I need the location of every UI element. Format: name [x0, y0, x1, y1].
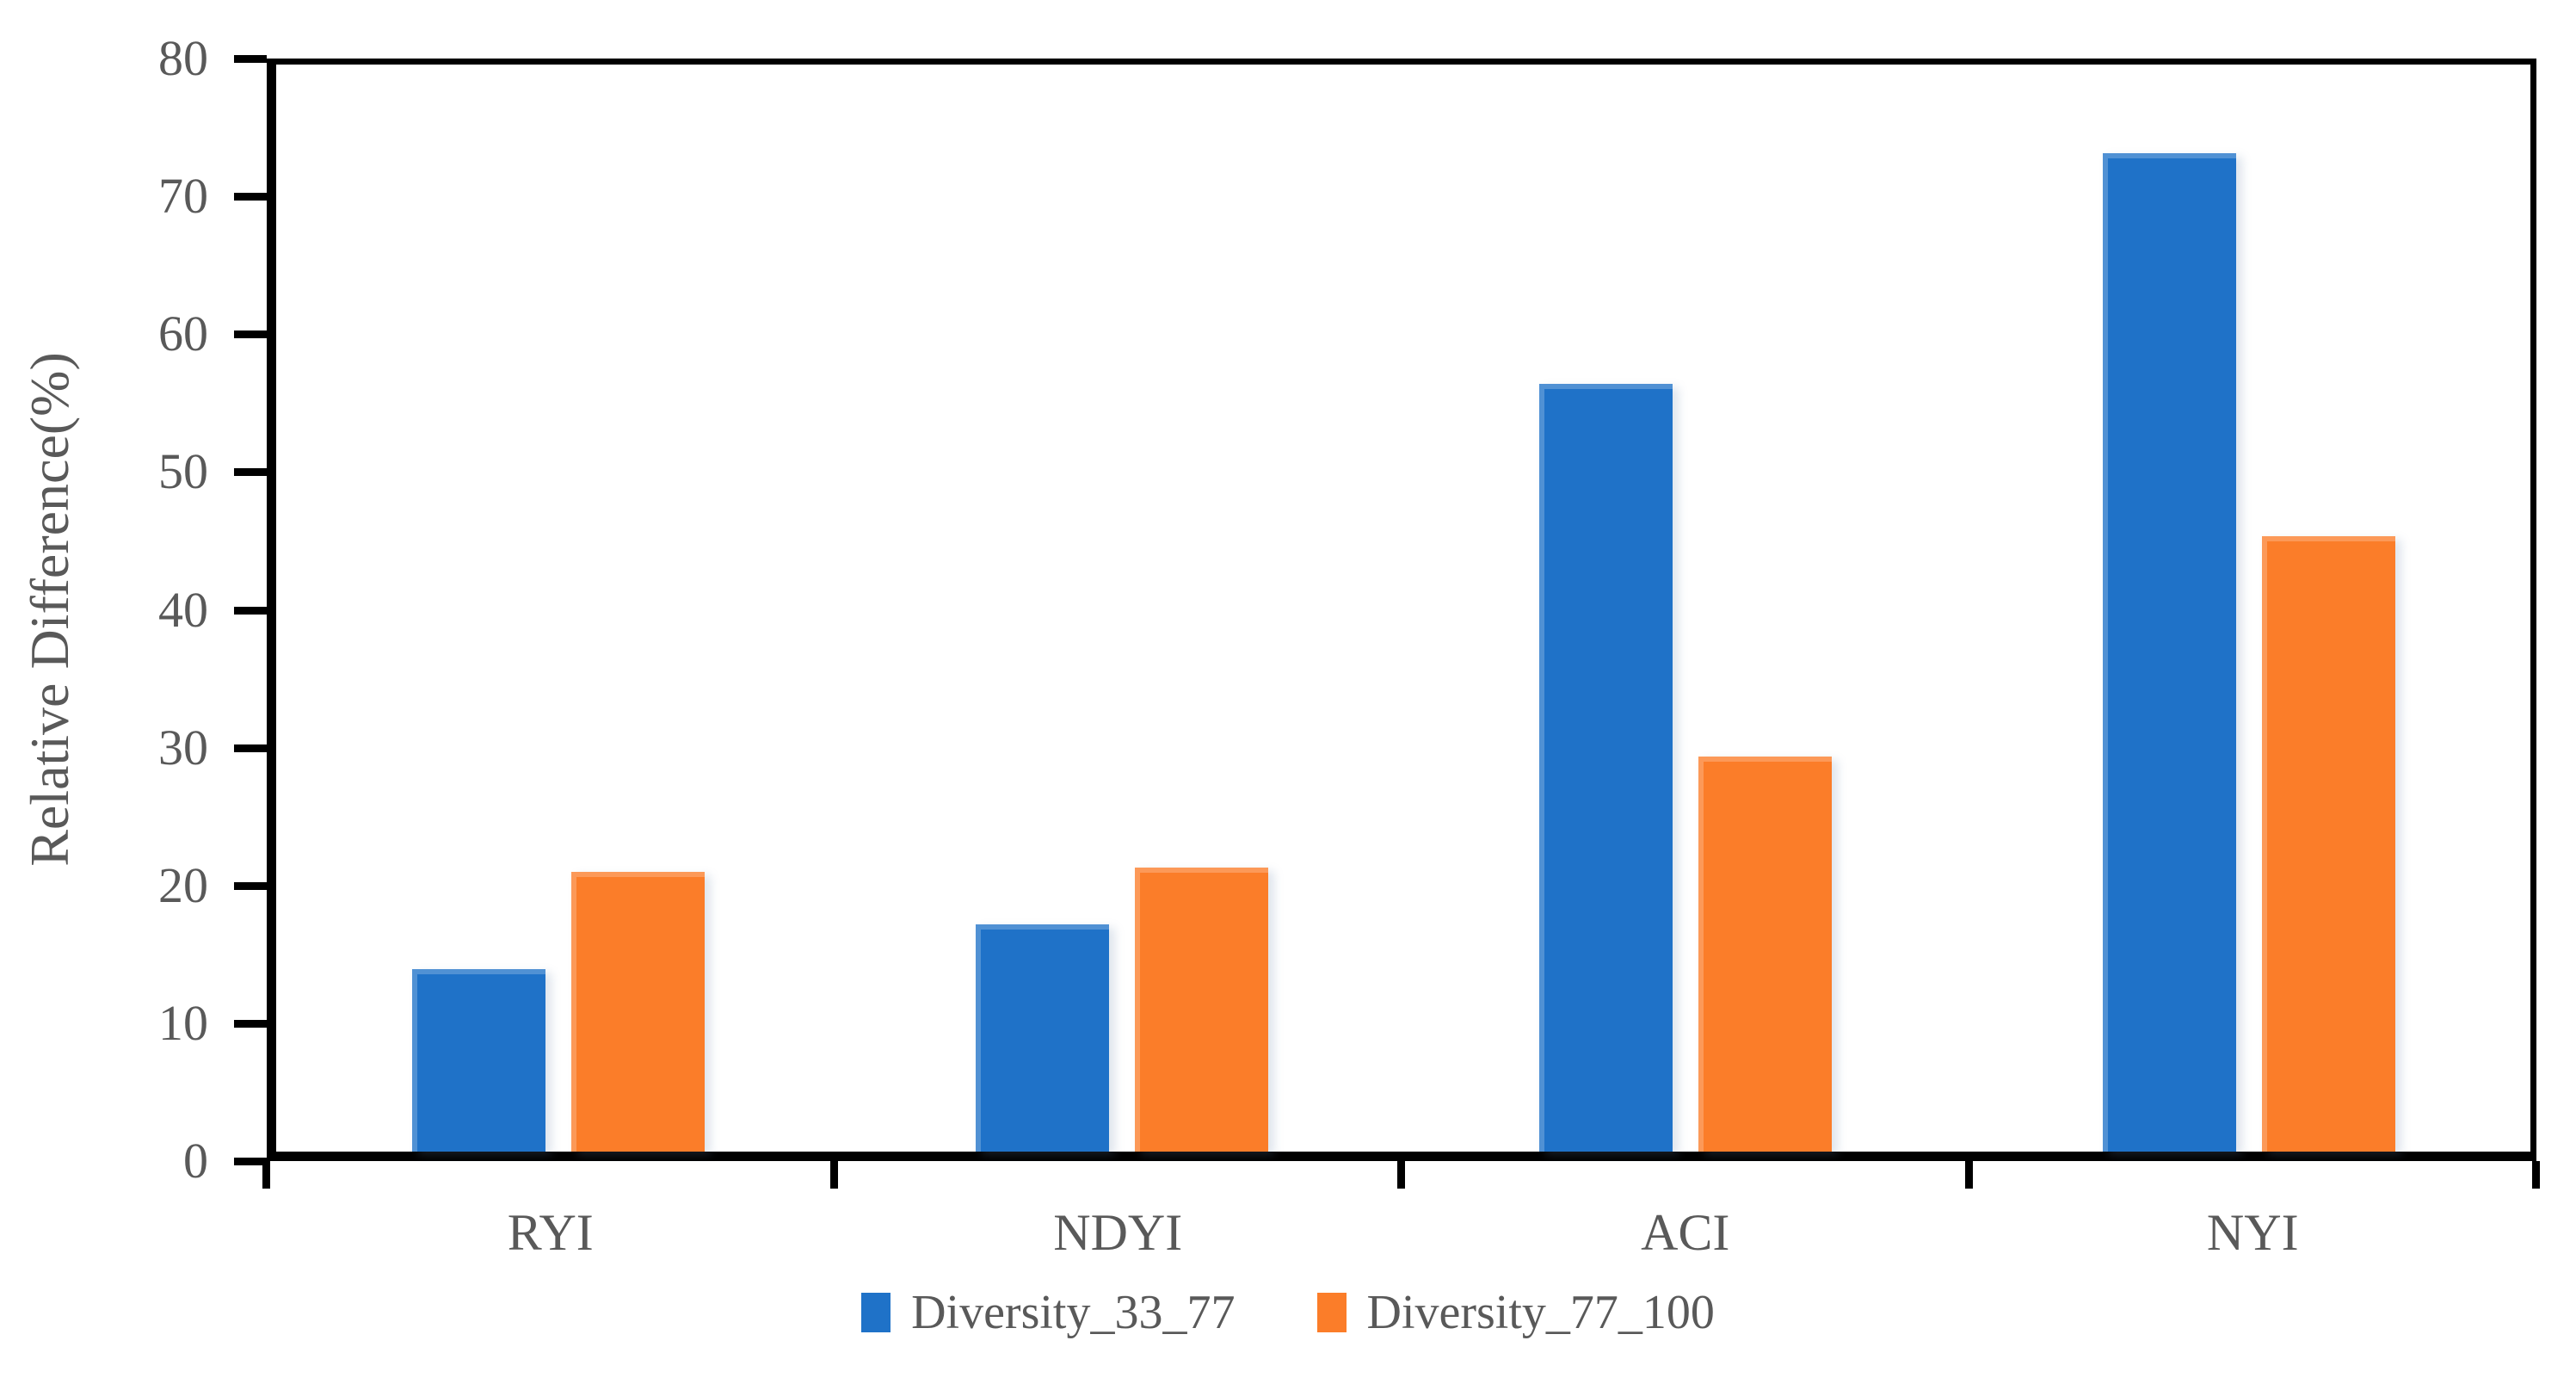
x-tick-mark: [829, 1161, 838, 1189]
bar-diversity_77_100-ndyi: [1134, 868, 1268, 1152]
legend-color-swatch: [861, 1293, 891, 1332]
legend-item-diversity_77_100: Diversity_77_100: [1316, 1286, 1715, 1339]
y-tick-label: 40: [158, 581, 208, 638]
y-axis-ticks: [234, 55, 267, 1165]
bar-diversity_33_77-ndyi: [975, 924, 1109, 1152]
x-label-ndyi: NDYI: [1053, 1204, 1183, 1261]
bar-diversity_33_77-aci: [1538, 384, 1673, 1152]
x-tick-mark: [2532, 1161, 2540, 1189]
x-axis-labels: RYI NDYI ACI NYI: [267, 1203, 2536, 1263]
y-tick-label: 10: [158, 994, 208, 1051]
bar-diversity_77_100-aci: [1698, 756, 1832, 1152]
y-tick-mark: [234, 881, 267, 890]
legend-label: Diversity_33_77: [911, 1286, 1236, 1339]
bar-group-nyi: [1967, 65, 2530, 1152]
y-tick-label: 70: [158, 168, 208, 225]
x-tick-mark: [262, 1161, 270, 1189]
bar-diversity_33_77-ryi: [411, 969, 545, 1152]
y-tick-mark: [234, 606, 267, 615]
bar-group-aci: [1403, 65, 1967, 1152]
y-tick-label: 50: [158, 443, 208, 500]
y-tick-mark: [234, 331, 267, 339]
legend: Diversity_33_77 Diversity_77_100: [0, 1288, 2576, 1337]
bar-diversity_77_100-nyi: [2261, 535, 2395, 1152]
bar-diversity_77_100-ryi: [570, 871, 705, 1152]
y-tick-label: 0: [183, 1133, 208, 1189]
y-axis-labels: 0 10 20 30 40 50 60 70 80: [0, 34, 217, 1186]
x-label-ryi: RYI: [507, 1204, 594, 1261]
x-label-aci: ACI: [1641, 1204, 1730, 1261]
y-tick-label: 30: [158, 719, 208, 775]
x-tick-mark: [1964, 1161, 1973, 1189]
legend-label: Diversity_77_100: [1366, 1286, 1715, 1339]
y-tick-mark: [234, 744, 267, 752]
legend-item-diversity_33_77: Diversity_33_77: [861, 1286, 1236, 1339]
legend-color-swatch: [1316, 1293, 1347, 1332]
bar-groups: [276, 65, 2530, 1152]
y-tick-label: 80: [158, 30, 208, 86]
x-label-nyi: NYI: [2206, 1204, 2299, 1261]
x-axis-ticks: [262, 1161, 2540, 1190]
y-tick-label: 60: [158, 306, 208, 362]
y-tick-mark: [234, 468, 267, 477]
y-tick-mark: [234, 1158, 267, 1165]
plot-area: [267, 59, 2536, 1161]
bar-group-ndyi: [840, 65, 1403, 1152]
y-tick-label: 20: [158, 856, 208, 913]
y-tick-mark: [234, 55, 267, 63]
y-tick-mark: [234, 193, 267, 201]
bar-group-ryi: [276, 65, 840, 1152]
bar-diversity_33_77-nyi: [2102, 152, 2236, 1152]
y-tick-mark: [234, 1019, 267, 1028]
x-tick-mark: [1397, 1161, 1405, 1189]
